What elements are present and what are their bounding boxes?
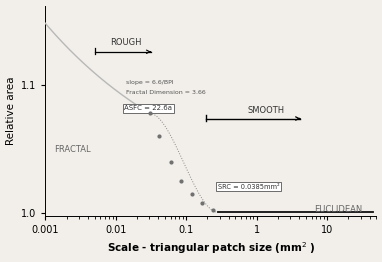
Text: ASFC = 22.6a: ASFC = 22.6a [124, 105, 172, 111]
Point [189, 192, 195, 196]
Point [178, 179, 184, 183]
Text: slope = 6.6/BPI: slope = 6.6/BPI [126, 80, 173, 85]
Text: SMOOTH: SMOOTH [247, 106, 284, 115]
Point [157, 134, 163, 139]
Text: EUCLIDEAN: EUCLIDEAN [314, 205, 363, 214]
Text: SRC = 0.0385mm²: SRC = 0.0385mm² [218, 184, 280, 189]
Text: Fractal Dimension = 3.66: Fractal Dimension = 3.66 [126, 90, 206, 95]
Point [168, 160, 174, 164]
Point [210, 208, 216, 212]
Text: FRACTAL: FRACTAL [54, 145, 91, 154]
Text: ROUGH: ROUGH [110, 38, 142, 47]
Y-axis label: Relative area: Relative area [6, 77, 16, 145]
X-axis label: Scale - triangular patch size (mm$^2$ ): Scale - triangular patch size (mm$^2$ ) [107, 241, 315, 256]
Point [199, 201, 205, 205]
Point [147, 111, 153, 116]
